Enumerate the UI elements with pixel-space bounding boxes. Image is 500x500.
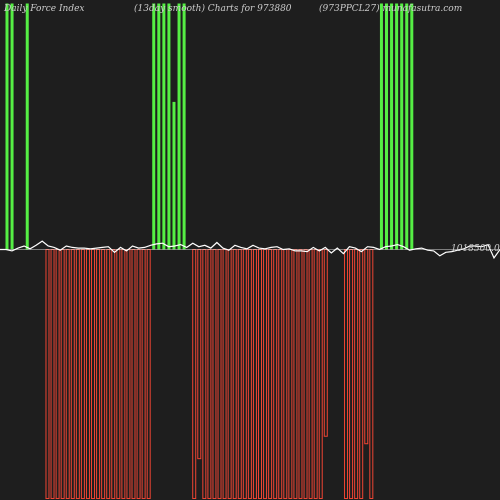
bar-negative — [278, 249, 283, 499]
bar-negative — [116, 249, 121, 499]
bar-positive — [157, 3, 161, 250]
bar-negative — [364, 249, 369, 445]
bar-positive — [385, 3, 388, 250]
bar-negative — [202, 249, 207, 499]
bar-negative — [60, 249, 65, 499]
bar-negative — [141, 249, 146, 499]
bar-positive — [182, 3, 186, 250]
bar-positive — [167, 3, 171, 250]
bar-negative — [75, 249, 80, 499]
bar-negative — [303, 249, 308, 499]
bar-negative — [323, 249, 328, 437]
bar-positive — [25, 3, 29, 250]
bar-negative — [252, 249, 257, 499]
bar-negative — [232, 249, 237, 499]
bar-negative — [288, 249, 293, 499]
bar-negative — [85, 249, 90, 499]
force-index-line — [0, 240, 500, 260]
bar-positive — [410, 3, 414, 250]
bar-negative — [237, 249, 242, 499]
bar-negative — [50, 249, 55, 499]
bar-negative — [273, 249, 278, 499]
bar-negative — [227, 249, 232, 499]
bar-negative — [344, 249, 349, 499]
zero-level-label: 1018500.00 — [451, 244, 500, 254]
bar-negative — [242, 249, 247, 499]
bar-negative — [55, 249, 60, 499]
bar-negative — [263, 249, 268, 499]
bar-negative — [70, 249, 75, 499]
bar-positive — [390, 3, 394, 250]
bar-negative — [354, 249, 359, 499]
bar-negative — [136, 249, 141, 499]
bar-positive — [405, 3, 409, 250]
bar-negative — [258, 249, 262, 499]
bar-negative — [212, 249, 217, 499]
bar-negative — [126, 249, 131, 499]
bar-negative — [283, 249, 288, 499]
bar-negative — [207, 249, 212, 499]
bar-negative — [349, 249, 354, 499]
bar-positive — [10, 3, 14, 250]
bar-positive — [177, 3, 181, 250]
bar-negative — [197, 249, 202, 460]
bar-negative — [369, 249, 374, 499]
bar-negative — [318, 249, 323, 499]
bars-layer — [5, 3, 414, 499]
bar-negative — [268, 249, 273, 499]
bar-negative — [192, 249, 197, 499]
bar-negative — [298, 249, 303, 499]
bar-positive — [379, 3, 383, 250]
bar-positive — [172, 101, 176, 250]
bar-positive — [395, 3, 399, 250]
bar-positive — [5, 3, 9, 250]
bar-negative — [121, 249, 126, 499]
bar-positive — [152, 3, 156, 250]
bar-negative — [247, 249, 252, 499]
header-center-title: (13day smooth) Charts for 973880 — [134, 3, 292, 14]
bar-negative — [313, 249, 318, 499]
bar-negative — [96, 249, 101, 499]
bar-positive — [400, 3, 404, 250]
bar-negative — [308, 249, 313, 499]
bar-negative — [359, 249, 364, 499]
header-left-title: Daily Force Index — [3, 4, 85, 14]
bar-negative — [293, 249, 298, 499]
bar-negative — [146, 249, 151, 499]
bar-negative — [222, 249, 227, 499]
bar-negative — [80, 249, 85, 499]
bar-negative — [106, 249, 111, 499]
bar-positive — [162, 3, 166, 250]
bar-negative — [217, 249, 222, 499]
bar-negative — [65, 249, 70, 499]
bar-negative — [91, 249, 96, 499]
bar-negative — [131, 249, 136, 499]
bar-negative — [101, 249, 106, 499]
bar-negative — [111, 249, 116, 499]
header-right-title: (973PPCL27) munafasutra.com — [319, 3, 462, 14]
bar-negative — [45, 249, 50, 499]
